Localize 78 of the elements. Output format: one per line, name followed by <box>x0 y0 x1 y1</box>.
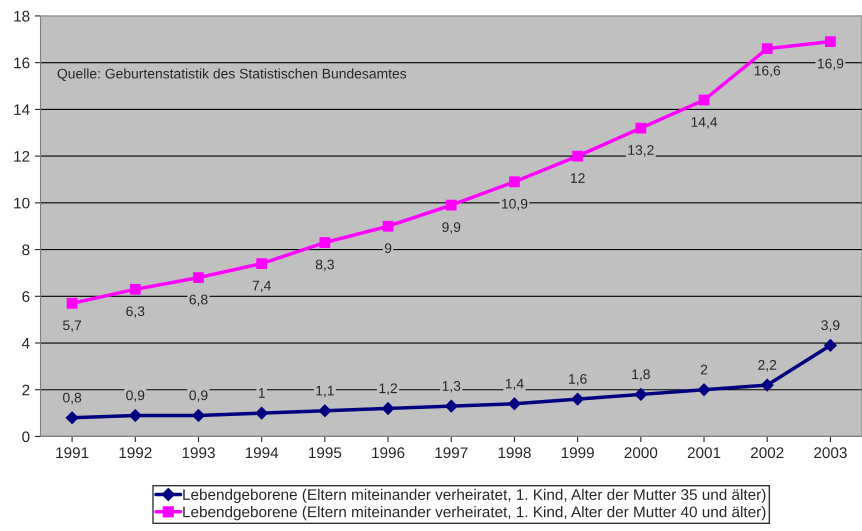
x-tick-label: 1999 <box>562 447 594 458</box>
x-tick-label: 2003 <box>814 447 847 458</box>
data-label: 2 <box>700 364 708 374</box>
point <box>698 383 710 396</box>
y-tick-label: 0 <box>22 431 30 442</box>
y-tick-label: 12 <box>14 150 30 162</box>
y-tick-label: 10 <box>14 198 30 209</box>
point <box>825 36 836 48</box>
x-tick-label: 1995 <box>309 447 342 458</box>
point <box>66 298 78 309</box>
point <box>572 150 584 162</box>
point <box>193 272 204 283</box>
point <box>446 200 457 211</box>
data-label: 1,3 <box>442 381 460 393</box>
data-label: 6,8 <box>190 294 208 306</box>
point <box>571 392 584 406</box>
point <box>256 258 268 269</box>
point <box>130 284 141 295</box>
x-tick-label: 1997 <box>435 447 468 458</box>
x-tick-label: 1992 <box>119 447 152 458</box>
data-label: 1,4 <box>506 378 524 390</box>
data-label: 16,9 <box>818 58 844 70</box>
x-tick-label: 1993 <box>182 447 215 458</box>
data-label: 7,4 <box>252 280 271 292</box>
point <box>255 406 268 420</box>
data-label: 1,2 <box>379 383 398 395</box>
point <box>634 388 648 401</box>
x-tick-label: 1994 <box>246 447 278 458</box>
data-label: 2,2 <box>758 360 776 372</box>
point <box>66 411 79 424</box>
point <box>698 94 710 106</box>
point <box>128 409 142 422</box>
data-label: 9 <box>384 243 392 254</box>
y-tick-label: 6 <box>22 291 30 302</box>
data-label: 8,3 <box>316 260 334 272</box>
point <box>824 338 837 352</box>
data-label: 14,4 <box>692 117 718 129</box>
legend-label: Lebendgeborene (Eltern miteinander verheiratet, 1. Kind, Alter der Mutter 35 und älter) <box>183 488 766 504</box>
x-tick-label: 1991 <box>56 447 88 458</box>
point <box>382 220 394 232</box>
data-label: 3,9 <box>821 320 840 332</box>
point <box>509 176 520 188</box>
y-tick-label: 14 <box>14 104 30 115</box>
data-label: 13,2 <box>628 145 654 157</box>
point <box>318 404 332 418</box>
x-tick-label: 2002 <box>750 447 784 458</box>
y-tick-label: 4 <box>22 338 30 349</box>
x-tick-label: 2001 <box>688 447 720 458</box>
y-tick-label: 2 <box>22 384 30 396</box>
data-label: 1,8 <box>632 369 650 381</box>
point <box>762 43 773 54</box>
data-label: 6,3 <box>126 306 144 318</box>
data-label: 0,8 <box>63 392 82 404</box>
point <box>444 400 458 413</box>
x-tick-label: 2000 <box>624 447 658 458</box>
data-label: 0,9 <box>189 390 208 402</box>
point <box>319 237 330 248</box>
data-label: 16,6 <box>754 66 780 78</box>
point <box>508 397 521 410</box>
point <box>192 409 205 422</box>
legend-label: Lebendgeborene (Eltern miteinander verheiratet, 1. Kind, Alter der Mutter 40 und älter) <box>183 506 766 520</box>
x-tick-label: 1998 <box>498 447 531 458</box>
data-label: 1,1 <box>316 386 334 398</box>
data-label: 5,7 <box>63 320 82 332</box>
point <box>760 378 774 392</box>
data-label: 9,9 <box>442 222 460 234</box>
data-label: 12 <box>570 173 585 183</box>
data-label: 1,6 <box>569 374 587 386</box>
point <box>382 402 394 415</box>
data-label: 0,9 <box>126 390 144 402</box>
data-label: 10,9 <box>502 198 528 210</box>
annotation: Quelle: Geburtenstatistik des Statistischen Bundesamtes <box>58 68 406 82</box>
x-tick-label: 1996 <box>372 447 404 458</box>
point <box>635 122 646 134</box>
data-label: 1 <box>258 388 265 398</box>
y-tick-label: 8 <box>22 244 30 256</box>
y-tick-label: 16 <box>14 58 30 68</box>
y-tick-label: 18 <box>14 10 30 22</box>
